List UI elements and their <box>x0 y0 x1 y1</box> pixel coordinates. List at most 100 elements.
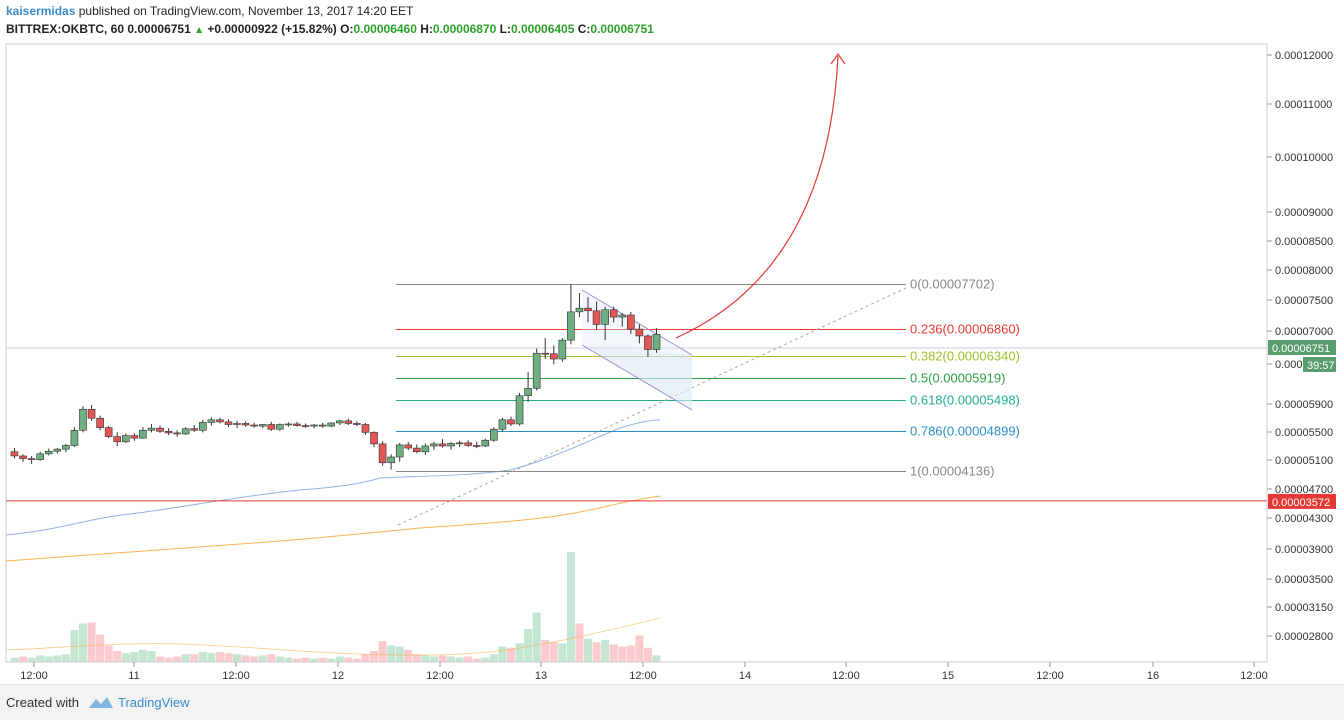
volume-bar <box>190 654 199 662</box>
candle-bullish <box>147 427 156 431</box>
candle-bearish <box>644 335 652 350</box>
price-change: +0.00000922 (+15.82%) <box>207 22 337 36</box>
price-axis-label: 0.00010000 <box>1275 152 1333 164</box>
volume-bar <box>207 653 216 662</box>
volume-bar <box>592 642 601 662</box>
candle-bullish <box>387 456 395 464</box>
support-price-tag: 0.00003572 <box>1272 497 1330 509</box>
volume-bar <box>275 656 284 662</box>
open-value: 0.00006460 <box>353 22 417 36</box>
fib-level-label: 0.382(0.00006340) <box>910 349 1020 364</box>
volume-bar <box>455 657 464 662</box>
candle-bearish <box>164 431 173 434</box>
volume-bar <box>361 654 370 662</box>
time-axis-label: 16 <box>1147 670 1159 682</box>
candle-bearish <box>250 424 258 427</box>
fib-level-label: 1(0.00004136) <box>910 464 995 479</box>
candle-bearish <box>10 451 19 457</box>
moving-average-fast-line <box>5 419 661 536</box>
candle-bearish <box>370 432 378 445</box>
author-name[interactable]: kaisermidas <box>6 4 76 18</box>
time-axis-label: 13 <box>535 670 547 682</box>
volume-bar <box>250 656 259 662</box>
volume-bar <box>301 657 310 662</box>
fib-level-label: 0(0.00007702) <box>910 277 995 292</box>
candle-bullish <box>335 420 344 424</box>
plot-area[interactable] <box>5 43 1268 663</box>
price-axis-label: 0.00002800 <box>1275 631 1333 643</box>
candle-bullish <box>310 424 318 427</box>
candle-bearish <box>584 307 592 312</box>
publish-info: published on TradingView.com, November 1… <box>78 4 414 18</box>
projection-curve <box>675 55 839 339</box>
volume-bar <box>541 640 550 662</box>
volume-bar <box>318 657 327 662</box>
tradingview-logo-icon[interactable] <box>88 694 114 710</box>
footer: Created with TradingView <box>0 684 1344 720</box>
candle-bearish <box>413 447 421 453</box>
volume-bar <box>549 642 558 662</box>
price-axis-label: 0.00007000 <box>1275 326 1333 338</box>
candle-bullish <box>258 424 267 427</box>
price-axis-label: 0.00007500 <box>1275 295 1333 307</box>
candle-bullish <box>181 428 190 435</box>
candle-bullish <box>327 422 336 427</box>
volume-bar <box>626 645 635 662</box>
price-axis-label: 0.00003150 <box>1275 602 1333 614</box>
time-axis-label: 12:00 <box>222 670 250 682</box>
candle-bearish <box>293 423 301 426</box>
support-tag-bg <box>1268 493 1336 509</box>
volume-bar <box>335 656 344 662</box>
high-label: H: <box>420 22 433 36</box>
candle-bullish <box>421 445 430 453</box>
fib-level-label: 0.618(0.00005498) <box>910 393 1020 408</box>
volume-bar <box>558 643 567 662</box>
volume-bar <box>643 647 652 662</box>
ohlc-line: BITTREX:OKBTC, 60 0.00006751 ▲ +0.000009… <box>6 22 654 36</box>
candle-bullish <box>233 423 241 425</box>
volume-bar <box>566 552 575 662</box>
time-axis-label: 12 <box>332 670 344 682</box>
time-axis-label: 14 <box>739 670 751 682</box>
candle-bullish <box>490 428 498 441</box>
tradingview-link[interactable]: TradingView <box>118 695 190 710</box>
current-price-tag: 0.00006751 <box>1272 343 1330 355</box>
candle-bullish <box>524 388 532 396</box>
volume-bar <box>104 645 113 662</box>
candle-bearish <box>190 428 199 431</box>
candle-bullish <box>498 419 507 430</box>
candle-bearish <box>156 427 164 432</box>
candle-bearish <box>378 443 387 464</box>
candle-bearish <box>19 455 27 459</box>
candle-bearish <box>541 352 550 355</box>
projection-arrow-head-icon <box>830 52 846 65</box>
volume-bar <box>584 638 593 662</box>
publish-line: kaisermidas published on TradingView.com… <box>6 4 413 18</box>
price-tags: 0.00006751 39:57 0.00003572 <box>1268 340 1336 509</box>
moving-averages <box>5 419 661 656</box>
candle-bearish <box>627 314 635 330</box>
volume-bar <box>181 654 190 662</box>
symbol-label[interactable]: BITTREX:OKBTC, 60 <box>6 22 125 36</box>
price-axis-label: 0.00005500 <box>1275 427 1333 439</box>
volume-bar <box>481 657 490 662</box>
price-axis-label: 0.00008500 <box>1275 236 1333 248</box>
candle-bullish <box>567 311 575 341</box>
volume-bar <box>524 629 533 662</box>
candle-bearish <box>241 423 250 426</box>
price-chart[interactable]: 0(0.00007702) 0.236(0.00006860) 0.382(0.00… <box>0 0 1344 684</box>
price-axis-label: 0.00004700 <box>1275 484 1333 496</box>
fibonacci-retracement: 0(0.00007702) 0.236(0.00006860) 0.382(0.00… <box>6 277 1267 526</box>
price-axis-label: 0.00005900 <box>1275 399 1333 411</box>
price-axis-label: 0.00005100 <box>1275 455 1333 467</box>
time-axis-label: 12:00 <box>20 670 48 682</box>
candle-bearish <box>344 420 353 424</box>
time-axis-label: 12:00 <box>832 670 860 682</box>
channel-lower-line <box>581 344 693 411</box>
candle-bullish <box>532 352 541 389</box>
candle-bearish <box>353 423 361 425</box>
candle-bullish <box>284 423 293 426</box>
candle-bearish <box>361 424 370 433</box>
volume-bar <box>224 653 233 662</box>
candle-bullish <box>139 429 147 439</box>
